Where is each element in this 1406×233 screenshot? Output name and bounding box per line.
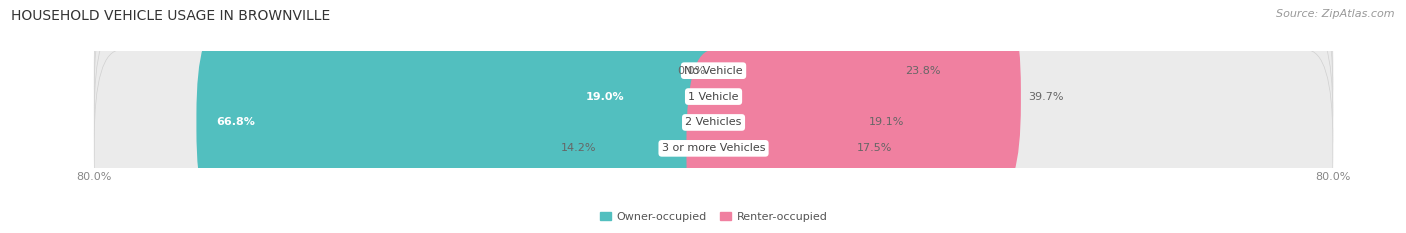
Text: HOUSEHOLD VEHICLE USAGE IN BROWNVILLE: HOUSEHOLD VEHICLE USAGE IN BROWNVILLE <box>11 9 330 23</box>
FancyBboxPatch shape <box>686 50 849 233</box>
Text: 66.8%: 66.8% <box>215 117 254 127</box>
FancyBboxPatch shape <box>197 24 741 221</box>
Text: 19.1%: 19.1% <box>869 117 904 127</box>
FancyBboxPatch shape <box>686 0 898 169</box>
FancyBboxPatch shape <box>686 24 862 221</box>
FancyBboxPatch shape <box>603 50 741 233</box>
FancyBboxPatch shape <box>94 0 1333 169</box>
FancyBboxPatch shape <box>94 24 1333 221</box>
Text: 19.0%: 19.0% <box>586 92 624 102</box>
FancyBboxPatch shape <box>94 0 1333 195</box>
Text: 3 or more Vehicles: 3 or more Vehicles <box>662 143 765 153</box>
Text: 39.7%: 39.7% <box>1029 92 1064 102</box>
FancyBboxPatch shape <box>686 0 1021 195</box>
Text: 17.5%: 17.5% <box>856 143 893 153</box>
Text: 0.0%: 0.0% <box>678 66 706 76</box>
Text: 1 Vehicle: 1 Vehicle <box>689 92 738 102</box>
Text: 23.8%: 23.8% <box>905 66 941 76</box>
FancyBboxPatch shape <box>94 50 1333 233</box>
Text: No Vehicle: No Vehicle <box>685 66 742 76</box>
Text: Source: ZipAtlas.com: Source: ZipAtlas.com <box>1277 9 1395 19</box>
FancyBboxPatch shape <box>567 0 741 195</box>
Text: 14.2%: 14.2% <box>561 143 596 153</box>
Text: 2 Vehicles: 2 Vehicles <box>685 117 742 127</box>
Legend: Owner-occupied, Renter-occupied: Owner-occupied, Renter-occupied <box>595 207 832 226</box>
